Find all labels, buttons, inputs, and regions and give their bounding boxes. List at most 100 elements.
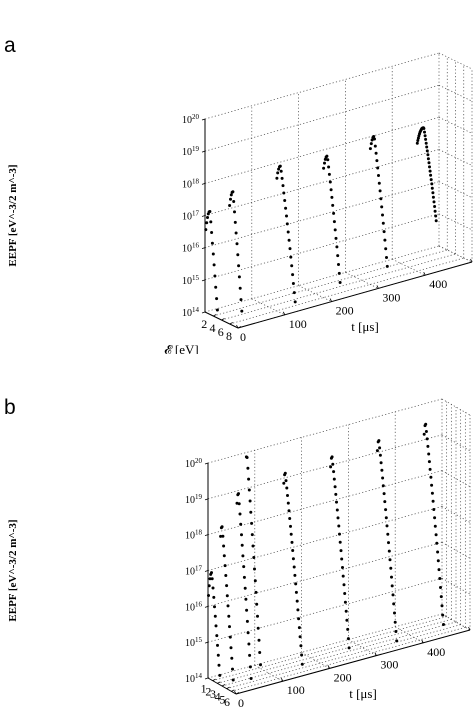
z-tick-label: 1017 (185, 565, 203, 578)
energy-tick-label: 6 (218, 325, 224, 339)
data-point (332, 477, 336, 481)
time-tick-label: 0 (240, 330, 246, 344)
energy-tick-mark (237, 326, 242, 329)
z-tick-mark (204, 677, 209, 680)
data-point (240, 543, 244, 547)
data-point (239, 298, 243, 302)
data-point (437, 568, 441, 572)
data-point (334, 492, 338, 496)
panel-label-a: a (4, 34, 16, 57)
data-point (379, 197, 383, 201)
energy-tick-mark (217, 681, 221, 684)
z-tick-label: 1015 (182, 274, 200, 287)
data-point (293, 573, 297, 577)
z-tick-mark (204, 605, 209, 608)
wall-grid-z-side (207, 398, 443, 464)
data-point (205, 221, 209, 225)
data-point (255, 602, 259, 606)
energy-tick-label: 4 (215, 690, 221, 704)
data-point (285, 214, 288, 218)
z-tick-label: 1019 (182, 145, 200, 158)
data-point (333, 485, 337, 489)
data-point (425, 149, 429, 153)
data-point (431, 499, 435, 503)
time-axis-label: t [μs] (351, 319, 379, 334)
data-point (281, 184, 285, 188)
data-point (381, 484, 385, 488)
data-point (244, 597, 248, 601)
data-point (208, 210, 212, 213)
time-tick-mark (234, 690, 237, 695)
data-point (223, 564, 227, 568)
panel-a: a 1014 1015 1016 1017 1018 1019 1020 2 4 6 8 0 100 20… (4, 34, 473, 354)
data-point (206, 216, 209, 219)
data-point (430, 182, 434, 186)
data-point (276, 171, 280, 175)
data-point (433, 524, 437, 528)
data-point (390, 575, 393, 579)
data-point (331, 203, 335, 207)
wall-grid-z-side (204, 84, 440, 152)
data-point (277, 167, 281, 171)
data-point (332, 470, 336, 474)
data-point (387, 549, 391, 553)
series-2 (275, 164, 297, 304)
chart-a: 1014 1015 1016 1017 1018 1019 1020 2 4 6 8 0 100 200 3… (7, 52, 473, 354)
data-point (233, 220, 237, 224)
data-point (245, 608, 249, 612)
data-point (212, 595, 216, 599)
data-point (291, 282, 295, 285)
data-point (213, 274, 217, 278)
data-point (247, 488, 251, 492)
data-point (254, 590, 258, 594)
data-point (381, 213, 384, 217)
data-point (240, 533, 243, 537)
data-point (338, 532, 341, 536)
data-point (337, 524, 341, 528)
data-point (294, 590, 298, 594)
data-point (211, 586, 215, 590)
time-tick-mark (423, 272, 426, 276)
data-point (424, 430, 428, 433)
data-point (215, 308, 219, 312)
data-point (216, 643, 219, 647)
data-point (382, 492, 386, 496)
data-point (240, 309, 244, 313)
data-point (428, 467, 432, 471)
data-point (237, 502, 241, 506)
data-point (436, 559, 440, 563)
time-tick-mark (470, 258, 473, 263)
data-point (440, 604, 444, 608)
data-point (368, 147, 372, 151)
data-point (384, 247, 388, 251)
data-point (289, 524, 292, 528)
data-point (215, 297, 219, 301)
z-tick-label: 1018 (182, 177, 200, 190)
time-axis-label: t [μs] (349, 686, 377, 701)
energy-tick-mark (226, 686, 230, 690)
data-point (282, 481, 286, 485)
data-point (426, 157, 430, 161)
data-point (213, 605, 216, 609)
data-point (323, 157, 327, 161)
z-tick-label: 1019 (185, 493, 203, 506)
data-point (282, 191, 286, 195)
time-axis (235, 629, 471, 695)
time-tick-mark (282, 311, 286, 315)
data-point (222, 544, 226, 548)
time-tick-mark (376, 285, 379, 289)
data-point (428, 165, 431, 169)
data-point (442, 623, 445, 626)
time-tick-label: 300 (382, 290, 400, 304)
data-point (370, 138, 374, 142)
data-point (238, 512, 242, 516)
time-tick-mark (421, 639, 424, 643)
data-point (429, 173, 433, 177)
data-point (335, 245, 339, 249)
data-point (233, 210, 236, 214)
data-point (225, 584, 229, 588)
z-tick-mark (204, 462, 209, 465)
data-point (292, 291, 296, 295)
data-point (327, 172, 331, 176)
floor-grid-time (301, 652, 330, 669)
